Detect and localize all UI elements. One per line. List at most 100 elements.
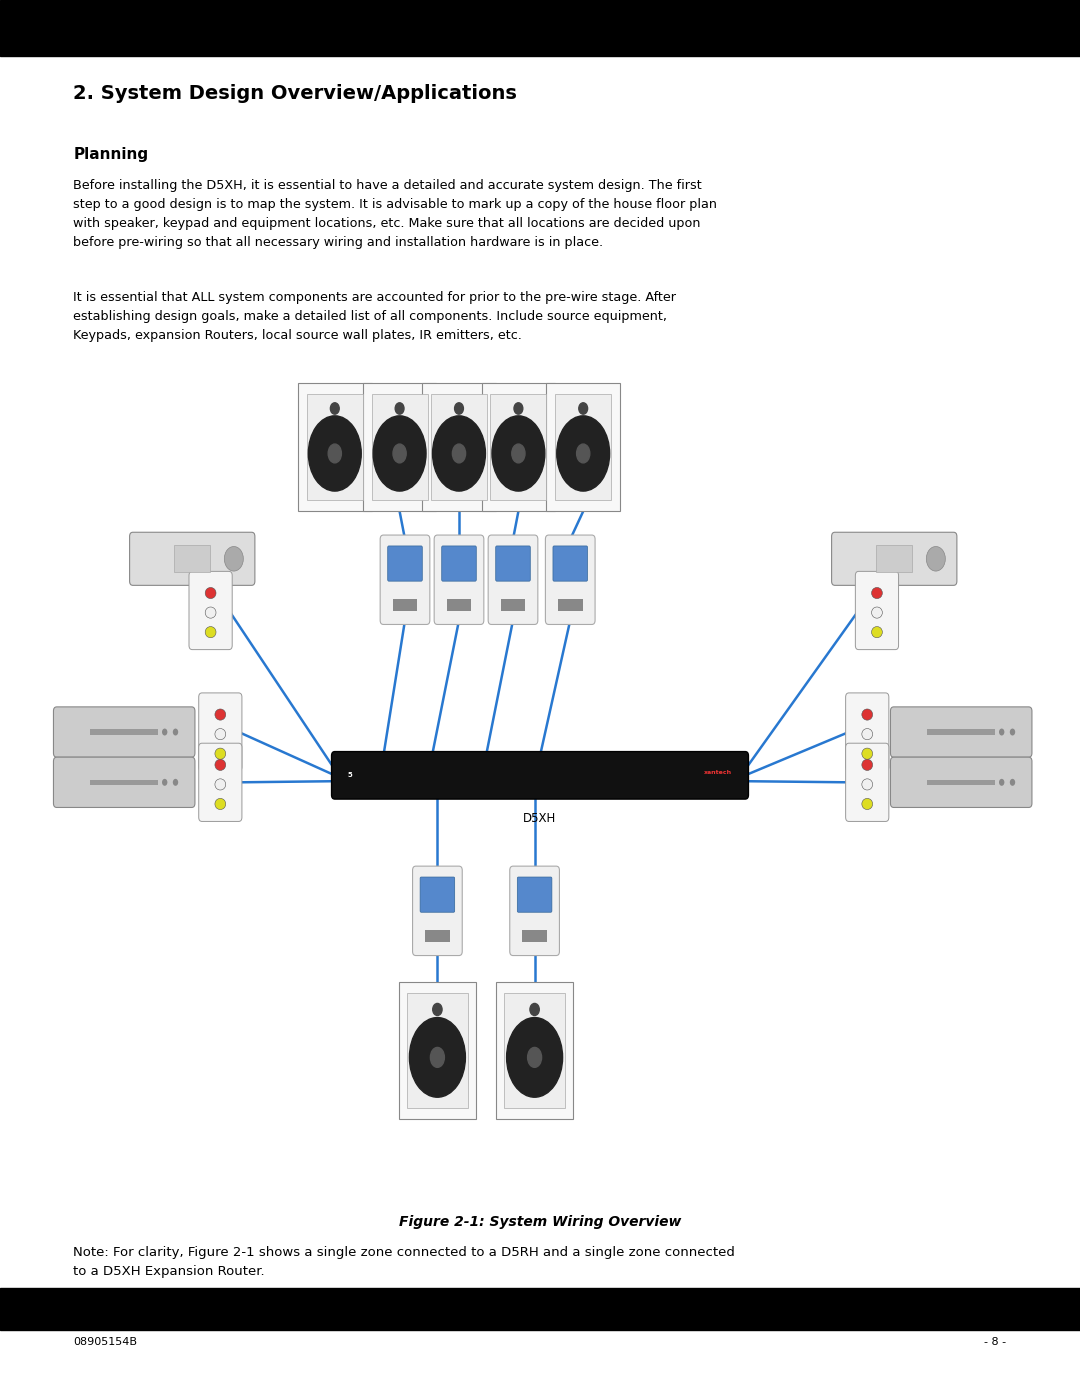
Ellipse shape — [927, 546, 945, 571]
Ellipse shape — [215, 799, 226, 810]
Bar — [575, 599, 583, 610]
Bar — [501, 599, 510, 610]
FancyBboxPatch shape — [545, 535, 595, 624]
Ellipse shape — [579, 402, 588, 414]
Bar — [175, 545, 210, 573]
Ellipse shape — [431, 1048, 444, 1067]
Bar — [433, 930, 442, 942]
Bar — [307, 394, 363, 500]
FancyBboxPatch shape — [298, 383, 372, 511]
Ellipse shape — [455, 402, 463, 414]
FancyBboxPatch shape — [199, 743, 242, 821]
FancyBboxPatch shape — [546, 383, 620, 511]
Bar — [426, 930, 434, 942]
Ellipse shape — [162, 780, 167, 785]
FancyBboxPatch shape — [890, 707, 1032, 757]
Text: 08905154B: 08905154B — [73, 1337, 137, 1347]
FancyBboxPatch shape — [388, 546, 422, 581]
Ellipse shape — [872, 588, 882, 599]
Text: - 8 -: - 8 - — [985, 1337, 1007, 1347]
Ellipse shape — [453, 444, 465, 462]
Ellipse shape — [395, 402, 404, 414]
Ellipse shape — [215, 710, 226, 721]
FancyBboxPatch shape — [846, 693, 889, 771]
Ellipse shape — [862, 760, 873, 771]
Ellipse shape — [433, 416, 485, 492]
Bar — [0, 0, 1080, 56]
FancyBboxPatch shape — [517, 877, 552, 912]
Bar — [91, 780, 158, 785]
Text: Note: For clarity, Figure 2-1 shows a single zone connected to a D5RH and a sing: Note: For clarity, Figure 2-1 shows a si… — [73, 1246, 735, 1278]
Ellipse shape — [328, 444, 341, 462]
Ellipse shape — [225, 546, 243, 571]
Ellipse shape — [215, 760, 226, 771]
Bar — [566, 599, 575, 610]
Bar — [877, 545, 912, 573]
Ellipse shape — [999, 729, 1004, 735]
Text: It is essential that ALL system components are accounted for prior to the pre-wi: It is essential that ALL system componen… — [73, 291, 676, 342]
Ellipse shape — [393, 444, 406, 462]
Ellipse shape — [1010, 729, 1015, 735]
FancyBboxPatch shape — [413, 866, 462, 956]
Text: Before installing the D5XH, it is essential to have a detailed and accurate syst: Before installing the D5XH, it is essent… — [73, 179, 717, 249]
Ellipse shape — [330, 402, 339, 414]
Ellipse shape — [507, 1017, 563, 1097]
Ellipse shape — [215, 780, 226, 789]
Bar — [372, 394, 428, 500]
Text: 5: 5 — [348, 773, 352, 778]
Bar — [558, 599, 567, 610]
FancyBboxPatch shape — [890, 757, 1032, 807]
Bar — [516, 599, 525, 610]
Text: D5XH: D5XH — [524, 812, 556, 824]
Ellipse shape — [162, 729, 167, 735]
Text: Figure 2-1: System Wiring Overview: Figure 2-1: System Wiring Overview — [399, 1215, 681, 1229]
FancyBboxPatch shape — [363, 383, 436, 511]
Ellipse shape — [528, 1048, 541, 1067]
Ellipse shape — [215, 749, 226, 760]
Bar — [91, 729, 158, 735]
FancyBboxPatch shape — [553, 546, 588, 581]
Bar — [447, 599, 456, 610]
Bar — [0, 1288, 1080, 1330]
Text: Planning: Planning — [73, 147, 149, 162]
Ellipse shape — [433, 1003, 442, 1016]
FancyBboxPatch shape — [488, 535, 538, 624]
FancyBboxPatch shape — [54, 707, 194, 757]
Bar — [407, 993, 468, 1108]
FancyBboxPatch shape — [846, 743, 889, 821]
Ellipse shape — [862, 799, 873, 810]
FancyBboxPatch shape — [832, 532, 957, 585]
Bar — [504, 993, 565, 1108]
Ellipse shape — [862, 749, 873, 760]
Ellipse shape — [557, 416, 609, 492]
Ellipse shape — [309, 416, 361, 492]
Ellipse shape — [205, 608, 216, 619]
FancyBboxPatch shape — [496, 546, 530, 581]
FancyBboxPatch shape — [199, 693, 242, 771]
Ellipse shape — [374, 416, 426, 492]
Ellipse shape — [173, 780, 178, 785]
FancyBboxPatch shape — [434, 535, 484, 624]
FancyBboxPatch shape — [130, 532, 255, 585]
Bar — [928, 780, 995, 785]
Text: 2. System Design Overview/Applications: 2. System Design Overview/Applications — [73, 84, 517, 103]
Bar — [462, 599, 471, 610]
Ellipse shape — [1010, 780, 1015, 785]
Ellipse shape — [173, 729, 178, 735]
FancyBboxPatch shape — [442, 546, 476, 581]
Bar — [530, 930, 539, 942]
Ellipse shape — [205, 588, 216, 599]
Bar — [442, 930, 450, 942]
Ellipse shape — [205, 627, 216, 638]
FancyBboxPatch shape — [510, 866, 559, 956]
FancyBboxPatch shape — [54, 757, 194, 807]
Bar — [455, 599, 463, 610]
Bar — [523, 930, 530, 942]
FancyBboxPatch shape — [189, 571, 232, 650]
Ellipse shape — [872, 627, 882, 638]
Text: xantech: xantech — [704, 770, 732, 775]
Ellipse shape — [514, 402, 523, 414]
Ellipse shape — [409, 1017, 465, 1097]
Bar — [409, 599, 417, 610]
Bar — [393, 599, 402, 610]
